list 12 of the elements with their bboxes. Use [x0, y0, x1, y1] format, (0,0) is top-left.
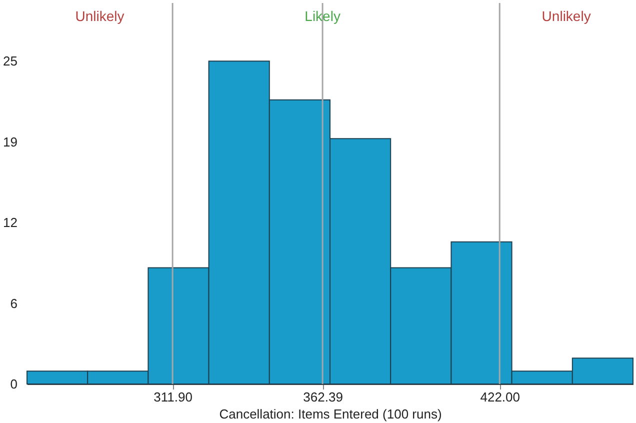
y-tick-label: 25	[3, 54, 18, 69]
x-tick-label: 422.00	[480, 390, 520, 404]
y-tick-label: 6	[10, 296, 18, 311]
x-tick-label: 311.90	[154, 390, 192, 404]
x-axis-title: Cancellation: Items Entered (100 runs)	[219, 406, 442, 422]
annotation: Unlikely	[542, 8, 591, 24]
annotation: Likely	[304, 8, 340, 24]
annotation: Unlikely	[75, 8, 124, 24]
y-tick-label: 12	[3, 215, 18, 230]
y-tick-label: 19	[3, 134, 18, 150]
y-tick-label: 0	[10, 376, 18, 392]
x-tick-label: 362.39	[303, 390, 343, 404]
